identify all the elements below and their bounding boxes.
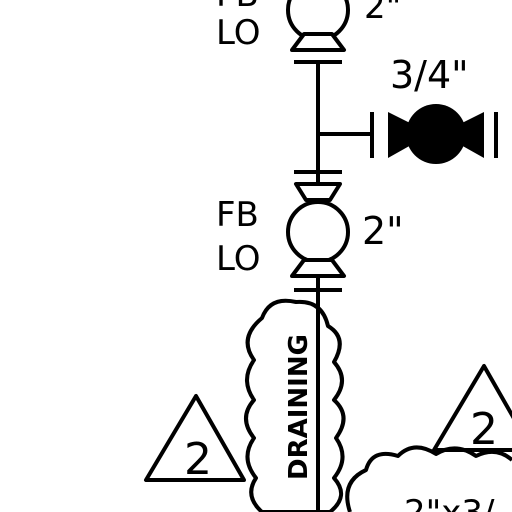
top-valve-size: 2" [364, 0, 401, 27]
branch-valve [388, 104, 484, 164]
revision-cloud-main [244, 298, 346, 512]
lower-valve-tag-line2: LO [216, 239, 261, 279]
top-valve-skirt [290, 32, 346, 52]
lower-valve-tag-line1: FB [216, 195, 259, 235]
top-valve-tag-line2: LO [216, 13, 261, 53]
branch-valve-left-wedge [388, 112, 420, 158]
top-valve-tag-line1: FB [216, 0, 259, 15]
lower-valve-body [286, 200, 350, 264]
revision-triangle-left: 2 [144, 394, 246, 485]
top-valve [286, 0, 350, 64]
branch-valve-size: 3/4" [390, 53, 469, 97]
lower-valve [286, 170, 350, 292]
branch-valve-right-wedge [452, 112, 484, 158]
lower-valve-skirt [290, 258, 346, 278]
revision-triangle-right: 2 [432, 364, 512, 455]
lower-valve-size: 2" [362, 209, 404, 253]
bottom-size-label: 2"x3/ [404, 493, 495, 512]
revision-number-right: 2 [470, 404, 498, 455]
revision-number-left: 2 [184, 434, 212, 485]
cloud-label: DRAINING [284, 334, 314, 480]
branch-valve-body [406, 104, 466, 164]
revision-cloud-bottom [345, 445, 512, 512]
lower-valve-top-cone [294, 182, 342, 202]
